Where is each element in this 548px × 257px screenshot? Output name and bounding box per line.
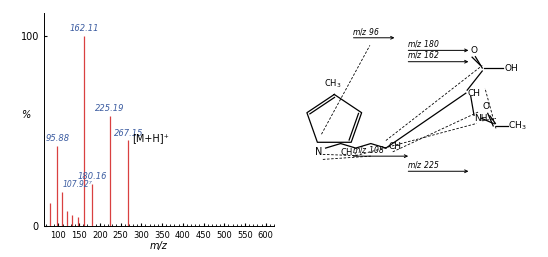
Text: O: O [483,102,490,111]
Text: NH: NH [474,114,488,123]
Text: 107.92⁷: 107.92⁷ [63,180,93,189]
Text: $m/z$ 162: $m/z$ 162 [407,49,439,60]
Text: $m/z$ 225: $m/z$ 225 [407,159,439,170]
Text: CH$_3$: CH$_3$ [340,147,357,159]
Text: $m/z$ 108: $m/z$ 108 [352,144,385,155]
X-axis label: m/z: m/z [150,241,168,251]
Text: 95.88: 95.88 [46,134,70,143]
Text: 162.11: 162.11 [70,24,99,33]
Text: CH: CH [389,142,402,151]
Text: OH: OH [504,63,518,72]
Text: [M+H]⁺: [M+H]⁺ [132,134,169,144]
Text: O: O [471,46,477,55]
Text: CH$_3$: CH$_3$ [324,77,342,90]
Text: 225.19: 225.19 [95,104,124,113]
Text: $m/z$ 180: $m/z$ 180 [407,38,439,49]
Text: 267.15: 267.15 [114,128,143,137]
Text: 180.16: 180.16 [78,172,107,181]
Text: CH$_3$: CH$_3$ [509,120,527,132]
Text: CH: CH [467,89,480,98]
Text: N: N [315,147,322,157]
Text: $m/z$ 96: $m/z$ 96 [352,25,380,36]
Y-axis label: %: % [21,109,30,120]
